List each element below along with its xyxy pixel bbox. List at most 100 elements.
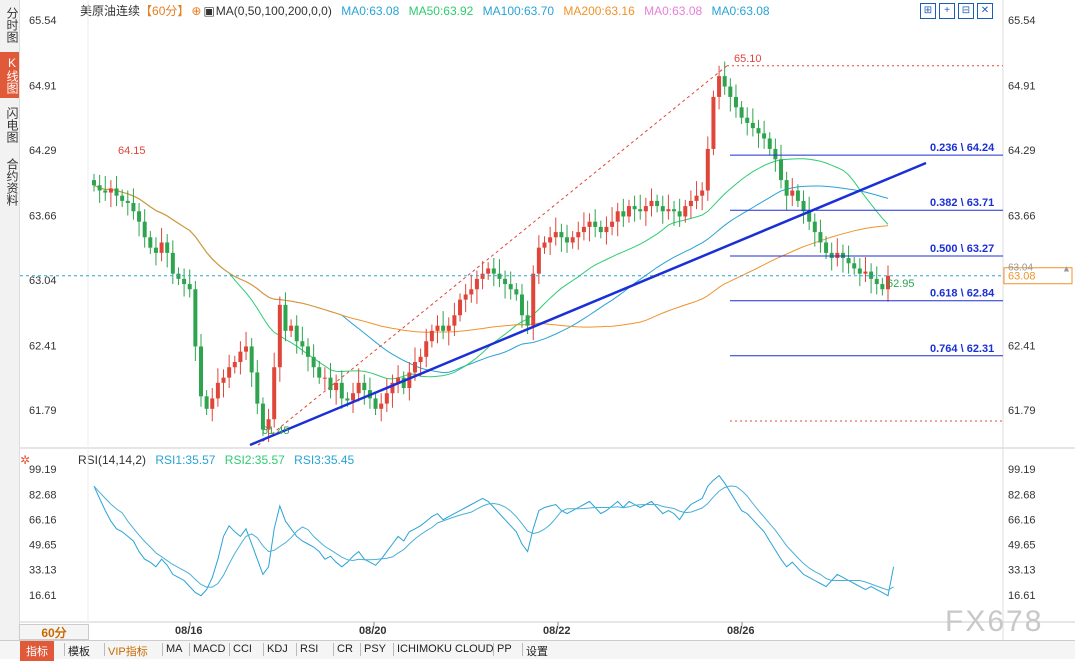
settings-icon[interactable]: ⊟ <box>958 3 974 19</box>
bottom-tab-11[interactable]: PP <box>497 643 512 655</box>
x-tick-label: 08/26 <box>727 625 755 637</box>
candle-body <box>103 190 108 193</box>
candle-body <box>593 221 598 227</box>
bottom-tab-6[interactable]: KDJ <box>267 643 288 655</box>
bottom-tab-0[interactable]: 指标 <box>20 641 54 661</box>
candle-body <box>480 273 485 279</box>
bottom-tab-8[interactable]: CR <box>337 643 353 655</box>
tab-separator <box>393 643 394 656</box>
candle-body <box>294 325 299 342</box>
candle-body <box>795 190 800 201</box>
candle-body <box>688 200 693 207</box>
candle-body <box>880 284 885 290</box>
ma0b-value: MA0:63.08 <box>644 4 703 18</box>
sidebar-tab-contract-info[interactable]: 合约资料 <box>5 158 19 206</box>
rsi-tick-left: 49.65 <box>29 540 57 552</box>
bottom-tab-2[interactable]: VIP指标 <box>108 646 148 658</box>
candle-body <box>553 232 558 238</box>
indicator-icon[interactable]: ▣ <box>203 4 215 18</box>
candle-body <box>255 372 260 404</box>
candle-body <box>672 209 677 212</box>
close-icon[interactable]: ✕ <box>977 3 993 19</box>
candle-body <box>655 200 660 207</box>
sidebar-tab-timeshare[interactable]: 分时图 <box>5 7 19 43</box>
candle-body <box>390 382 395 394</box>
bottom-tab-4[interactable]: MACD <box>193 643 226 655</box>
candle-body <box>840 252 845 259</box>
gear-icon[interactable]: ✲ <box>20 453 31 467</box>
candle-body <box>204 396 209 409</box>
price-tag-partial: 63.04 <box>1008 263 1033 274</box>
bottom-tab-3[interactable]: MA <box>166 643 183 655</box>
candle-body <box>114 188 119 196</box>
ma100-value: MA100:63.70 <box>482 4 555 18</box>
candle-body <box>474 278 479 290</box>
candle-body <box>581 226 586 233</box>
candle-body <box>869 271 874 279</box>
candle-body <box>824 242 829 253</box>
x-tick-label: 08/22 <box>543 625 571 637</box>
candle-body <box>159 242 164 253</box>
rsi-tick-right: 66.16 <box>1008 514 1036 526</box>
chart-area[interactable]: 65.54 65.54 64.91 64.91 64.29 64.29 63.66 63.66… <box>0 0 1075 640</box>
current-price-tag <box>1003 267 1073 285</box>
candle-body <box>418 356 423 363</box>
candle-body <box>722 76 727 87</box>
candle-body <box>305 346 310 357</box>
bottom-tab-7[interactable]: RSI <box>300 643 319 655</box>
sidebar-tab-kline[interactable]: K线图 <box>0 52 19 98</box>
candle-body <box>435 325 440 331</box>
candle-body <box>598 226 603 233</box>
y-tick-left: 63.66 <box>29 210 57 222</box>
fib-level-label: 0.618 \ 62.84 <box>930 288 995 300</box>
zoom-in-icon[interactable]: + <box>939 3 955 19</box>
bottom-tab-9[interactable]: PSY <box>364 643 387 655</box>
rsi2-value: RSI2:35.57 <box>224 453 285 467</box>
tab-separator <box>493 643 494 656</box>
candle-body <box>379 403 384 409</box>
sidebar-tab-lightning[interactable]: 闪电图 <box>5 107 19 143</box>
candle-body <box>857 268 862 274</box>
candle-body <box>739 107 744 118</box>
candle-body <box>626 206 631 217</box>
recent-low-annotation: 62.95 <box>887 278 915 290</box>
candle-body <box>874 278 879 285</box>
candle-body <box>469 289 474 295</box>
candle-body <box>503 278 508 285</box>
tab-separator <box>229 643 230 656</box>
y-tick-right: 61.79 <box>1008 405 1036 417</box>
candle-body <box>424 341 429 357</box>
candle-body <box>238 351 243 363</box>
period-button[interactable]: 60分 <box>19 624 89 640</box>
candle-body <box>289 325 294 331</box>
candle-body <box>531 273 536 326</box>
scroll-up-icon[interactable]: ▲ <box>1062 264 1071 274</box>
candle-body <box>565 237 570 243</box>
candle-body <box>525 315 530 326</box>
fullscreen-icon[interactable]: ⊞ <box>920 3 936 19</box>
ma-params: MA(0,50,100,200,0,0) <box>215 4 332 18</box>
candle-body <box>401 377 406 389</box>
candle-body <box>762 133 767 139</box>
candle-body <box>210 398 215 409</box>
fib-level-label: 0.236 \ 64.24 <box>930 142 995 154</box>
tab-separator <box>263 643 264 656</box>
candle-body <box>508 284 513 290</box>
candle-body <box>446 325 451 331</box>
candle-body <box>108 188 113 193</box>
fib-level-label: 0.764 \ 62.31 <box>930 343 994 355</box>
candle-body <box>328 377 333 391</box>
candle-body <box>277 304 282 368</box>
candle-body <box>587 221 592 227</box>
candle-body <box>131 202 136 212</box>
bottom-tab-5[interactable]: CCI <box>233 643 252 655</box>
candle-body <box>621 211 626 217</box>
candle-body <box>807 211 812 222</box>
bottom-tab-10[interactable]: ICHIMOKU CLOUD <box>397 643 494 655</box>
candle-body <box>514 289 519 295</box>
bottom-tab-12[interactable]: 设置 <box>526 646 548 658</box>
rsi-tick-left: 33.13 <box>29 565 57 577</box>
add-circle-icon[interactable]: ⊕ <box>191 4 202 18</box>
bottom-tab-1[interactable]: 模板 <box>68 646 90 658</box>
rsi-tick-left: 99.19 <box>29 464 57 476</box>
